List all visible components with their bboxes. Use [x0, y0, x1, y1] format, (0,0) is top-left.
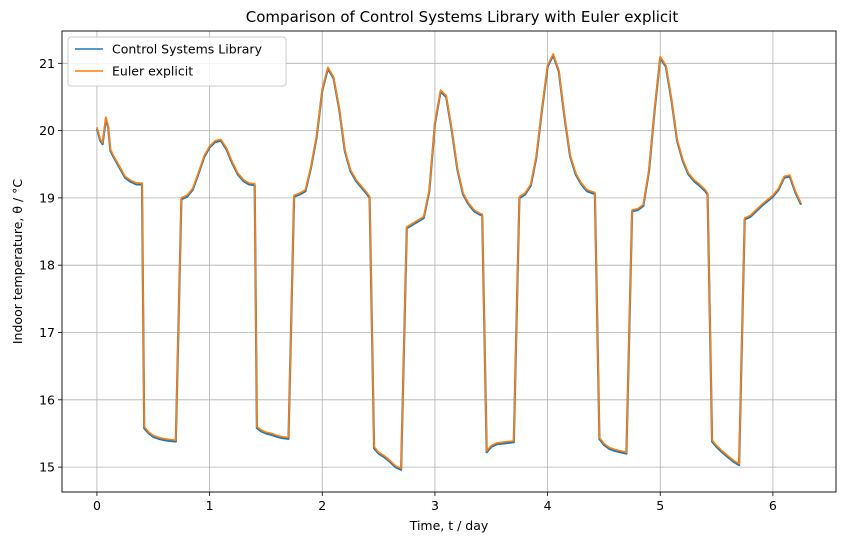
grid-lines: [62, 31, 836, 492]
x-tick-label: 5: [656, 498, 664, 513]
y-tick-label: 17: [39, 325, 55, 340]
y-tick-label: 18: [39, 258, 55, 273]
chart-title: Comparison of Control Systems Library wi…: [246, 8, 679, 26]
plot-frame: [61, 30, 837, 493]
y-axis-label: Indoor temperature, θ / °C: [10, 179, 25, 345]
legend-label-euler-explicit: Euler explicit: [112, 64, 193, 79]
y-axis: 15 16 17 18 19 20 21: [39, 56, 62, 475]
x-axis-label: Time, t / day: [409, 518, 489, 533]
series-line-euler-explicit: [96, 53, 802, 470]
x-tick-label: 2: [318, 498, 326, 513]
x-axis: 0 1 2 3 4 5 6: [93, 492, 777, 513]
x-tick-label: 1: [206, 498, 214, 513]
x-tick-label: 3: [431, 498, 439, 513]
y-tick-label: 20: [39, 123, 55, 138]
x-tick-label: 4: [544, 498, 552, 513]
y-tick-label: 19: [39, 190, 55, 205]
legend: Control Systems Library Euler explicit: [67, 36, 287, 87]
x-tick-label: 0: [93, 498, 101, 513]
y-tick-label: 21: [39, 56, 55, 71]
x-tick-label: 6: [769, 498, 777, 513]
series-layer: [95, 53, 803, 471]
legend-box: [67, 36, 287, 87]
legend-label-control-systems-library: Control Systems Library: [112, 42, 263, 57]
y-tick-label: 15: [39, 460, 55, 475]
y-tick-label: 16: [39, 392, 55, 407]
